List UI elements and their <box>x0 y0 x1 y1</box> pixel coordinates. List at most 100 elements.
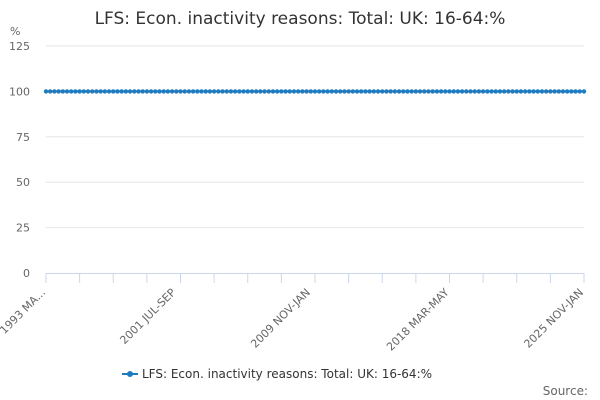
data-point[interactable] <box>85 89 91 94</box>
data-point[interactable] <box>127 89 133 94</box>
data-point[interactable] <box>203 89 208 94</box>
data-point[interactable] <box>132 89 137 94</box>
data-point[interactable] <box>48 89 53 94</box>
data-point[interactable] <box>522 89 528 94</box>
data-point[interactable] <box>363 89 368 94</box>
data-point[interactable] <box>333 89 339 94</box>
data-point[interactable] <box>148 89 154 94</box>
data-point[interactable] <box>569 89 574 94</box>
data-point[interactable] <box>543 89 549 94</box>
data-point[interactable] <box>573 89 578 94</box>
data-point[interactable] <box>64 89 70 94</box>
data-point[interactable] <box>329 89 335 94</box>
data-point[interactable] <box>531 89 536 94</box>
data-point[interactable] <box>392 89 398 94</box>
data-point[interactable] <box>174 89 179 94</box>
data-point[interactable] <box>409 89 414 94</box>
data-point[interactable] <box>245 89 250 94</box>
data-point[interactable] <box>476 89 482 94</box>
data-point[interactable] <box>426 89 431 94</box>
data-point[interactable] <box>539 89 545 94</box>
data-point[interactable] <box>241 89 246 94</box>
data-point[interactable] <box>287 89 292 94</box>
data-point[interactable] <box>186 89 192 94</box>
data-point[interactable] <box>552 89 557 94</box>
data-point[interactable] <box>325 89 330 94</box>
data-point[interactable] <box>228 89 234 94</box>
data-point[interactable] <box>69 89 74 94</box>
data-point[interactable] <box>371 89 377 94</box>
data-point[interactable] <box>77 89 82 94</box>
data-point[interactable] <box>375 89 381 94</box>
data-point[interactable] <box>274 89 280 94</box>
data-point[interactable] <box>577 89 582 94</box>
data-point[interactable] <box>136 89 141 94</box>
data-point[interactable] <box>237 89 242 94</box>
data-point[interactable] <box>144 89 150 94</box>
data-point[interactable] <box>73 89 78 94</box>
data-point[interactable] <box>438 89 444 94</box>
data-point[interactable] <box>279 89 284 94</box>
data-point[interactable] <box>169 89 175 94</box>
data-point[interactable] <box>140 89 145 94</box>
data-point[interactable] <box>157 89 162 94</box>
data-point[interactable] <box>102 89 108 94</box>
data-point[interactable] <box>300 89 305 94</box>
data-point[interactable] <box>94 89 99 94</box>
data-point[interactable] <box>249 89 255 94</box>
data-point[interactable] <box>396 89 402 94</box>
data-point[interactable] <box>220 89 225 94</box>
data-point[interactable] <box>518 89 524 94</box>
data-point[interactable] <box>342 89 347 94</box>
data-point[interactable] <box>497 89 503 94</box>
data-point[interactable] <box>182 89 187 94</box>
data-point[interactable] <box>417 89 423 94</box>
data-point[interactable] <box>262 89 267 94</box>
data-point[interactable] <box>510 89 515 94</box>
data-point[interactable] <box>115 89 120 94</box>
data-point[interactable] <box>178 89 183 94</box>
data-point[interactable] <box>459 89 465 94</box>
data-point[interactable] <box>472 89 477 94</box>
data-point[interactable] <box>266 89 271 94</box>
data-point[interactable] <box>253 89 259 94</box>
data-point[interactable] <box>451 89 456 94</box>
data-point[interactable] <box>581 89 587 94</box>
data-point[interactable] <box>90 89 95 94</box>
data-point[interactable] <box>317 89 322 94</box>
data-point[interactable] <box>359 89 364 94</box>
data-point[interactable] <box>464 89 469 94</box>
data-point[interactable] <box>295 89 301 94</box>
data-point[interactable] <box>485 89 490 94</box>
data-point[interactable] <box>413 89 419 94</box>
data-point[interactable] <box>123 89 129 94</box>
data-point[interactable] <box>195 89 200 94</box>
data-point[interactable] <box>535 89 540 94</box>
data-point[interactable] <box>60 89 66 94</box>
data-point[interactable] <box>422 89 427 94</box>
data-point[interactable] <box>350 89 356 94</box>
data-point[interactable] <box>480 89 486 94</box>
data-point[interactable] <box>216 89 221 94</box>
data-point[interactable] <box>258 89 263 94</box>
data-point[interactable] <box>405 89 410 94</box>
data-point[interactable] <box>468 89 473 94</box>
data-point[interactable] <box>207 89 213 94</box>
data-point[interactable] <box>443 89 448 94</box>
data-point[interactable] <box>384 89 389 94</box>
data-point[interactable] <box>560 89 566 94</box>
data-point[interactable] <box>81 89 87 94</box>
data-point[interactable] <box>527 89 532 94</box>
data-point[interactable] <box>224 89 229 94</box>
data-point[interactable] <box>321 89 326 94</box>
data-point[interactable] <box>308 89 313 94</box>
data-point[interactable] <box>556 89 561 94</box>
data-point[interactable] <box>165 89 171 94</box>
data-point[interactable] <box>367 89 372 94</box>
data-point[interactable] <box>380 89 385 94</box>
data-point[interactable] <box>312 89 318 94</box>
data-point[interactable] <box>106 89 112 94</box>
legend[interactable]: LFS: Econ. inactivity reasons: Total: UK… <box>122 367 432 381</box>
data-point[interactable] <box>388 89 393 94</box>
data-point[interactable] <box>283 89 288 94</box>
